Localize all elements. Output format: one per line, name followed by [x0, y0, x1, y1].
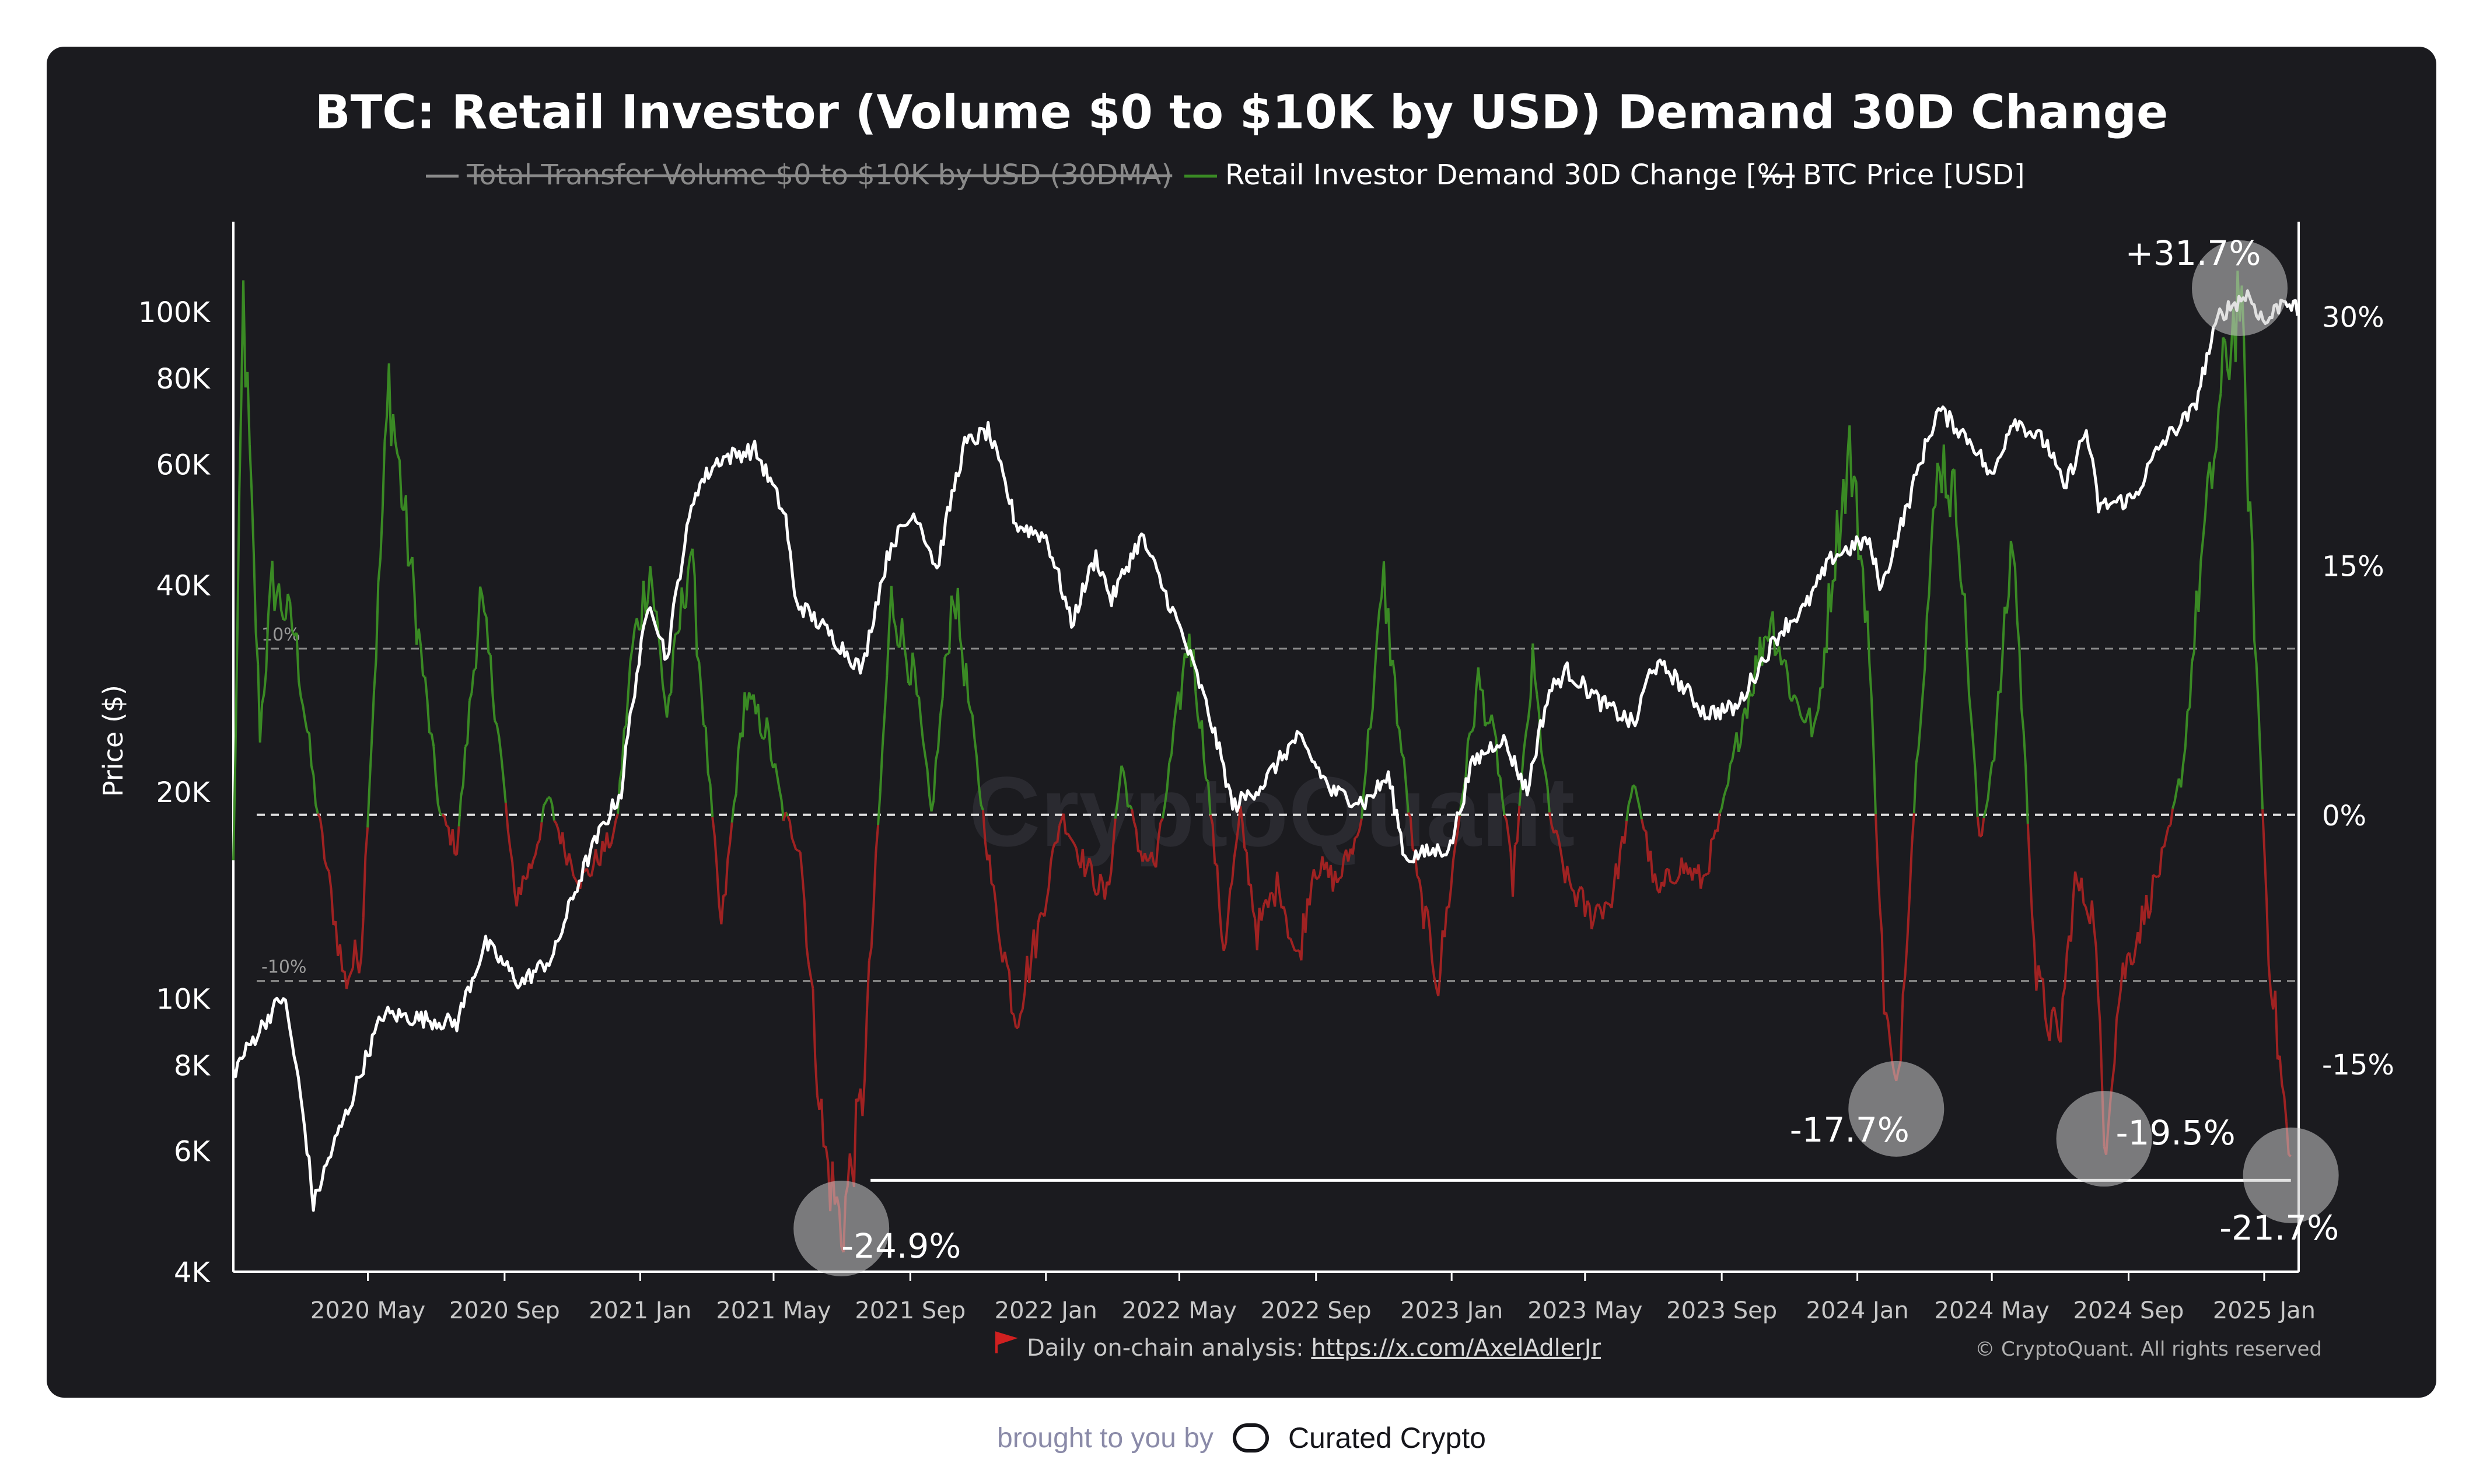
x-tick-label: 2023 Jan: [1400, 1297, 1503, 1324]
brand-name: Curated Crypto: [1288, 1422, 1486, 1454]
flag-icon: [995, 1331, 1018, 1353]
demand-line-negative: [317, 803, 2292, 1253]
legend-label-2: BTC Price [USD]: [1803, 159, 2025, 191]
legend-label-1: Retail Investor Demand 30D Change [%]: [1225, 159, 1795, 191]
x-tick-label: 2023 Sep: [1666, 1297, 1777, 1324]
right-tick-label: 30%: [2322, 301, 2384, 334]
x-tick-label: 2023 May: [1527, 1297, 1642, 1324]
x-tick-label: 2022 Jan: [995, 1297, 1097, 1324]
demand-line-positive: [232, 270, 2264, 860]
annotation-label: -24.9%: [841, 1226, 961, 1266]
svg-text:Daily on-chain analysis: https: Daily on-chain analysis: https://x.com/A…: [1027, 1335, 1601, 1362]
annotation-circle: [793, 1180, 890, 1276]
x-tick-label: 2022 May: [1122, 1297, 1237, 1324]
legend-item-0: Total Transfer Volume $0 to $10K by USD …: [426, 159, 1172, 191]
axes: 4K 6K 8K 10K 20K 40K 60K 80K 100K -15% 0% 15% 30% 202…: [97, 222, 2394, 1324]
x-tick-label: 2022 Sep: [1261, 1297, 1372, 1324]
left-tick-label: 10K: [156, 983, 211, 1016]
chart-title: BTC: Retail Investor (Volume $0 to $10K …: [315, 85, 2169, 139]
x-tick-label: 2025 Jan: [2213, 1297, 2316, 1324]
left-tick-label: 60K: [156, 449, 211, 481]
left-tick-label: 8K: [174, 1050, 211, 1083]
annotation-circle: [2243, 1127, 2339, 1223]
right-tick-label: 0%: [2322, 800, 2366, 832]
source-link[interactable]: https://x.com/AxelAdlerJr: [1311, 1335, 1601, 1362]
copyright: © CryptoQuant. All rights reserved: [1975, 1338, 2322, 1361]
x-tick-label: 2020 Sep: [449, 1297, 560, 1324]
watermark: CryptoQuant: [969, 757, 1575, 867]
annotation-circle: [2056, 1091, 2152, 1187]
annotation-label: +31.7%: [2125, 233, 2261, 273]
footer: brought to you by Curated Crypto: [0, 1412, 2483, 1464]
curated-crypto-logo-icon: [1232, 1423, 1269, 1452]
left-tick-label: 4K: [174, 1256, 211, 1289]
x-tick-label: 2021 Sep: [855, 1297, 966, 1324]
x-tick-label: 2024 Jan: [1806, 1297, 1909, 1324]
right-tick-label: -15%: [2322, 1049, 2394, 1082]
annotation-label: -19.5%: [2116, 1113, 2236, 1153]
chart-svg: CryptoQuant BTC: Retail Investor (Volume…: [97, 85, 2394, 1362]
x-tick-label: 2020 May: [310, 1297, 425, 1324]
reference-label-1: -10%: [261, 957, 307, 978]
y-axis-title: Price ($): [97, 685, 129, 797]
legend-label-0: Total Transfer Volume $0 to $10K by USD …: [466, 159, 1172, 191]
right-tick-label: 15%: [2322, 551, 2384, 583]
annotation-label: -21.7%: [2219, 1208, 2339, 1248]
x-tick-label: 2024 May: [1935, 1297, 2050, 1324]
annotation-label: -17.7%: [1790, 1110, 1910, 1150]
reference-lines: 10%-10%: [257, 625, 2296, 982]
left-tick-label: 100K: [138, 296, 211, 329]
annotations: +31.7% -24.9% -17.7% -19.5% -21.7%: [793, 233, 2339, 1276]
chart-card: CryptoQuant BTC: Retail Investor (Volume…: [47, 47, 2436, 1398]
x-tick-label: 2021 May: [716, 1297, 831, 1324]
brought-by-text: brought to you by: [997, 1422, 1213, 1454]
left-tick-label: 20K: [156, 776, 211, 809]
annotation-circle: [1848, 1060, 1945, 1157]
legend: Total Transfer Volume $0 to $10K by USD …: [426, 159, 2025, 191]
price-line: [232, 289, 2299, 1212]
annotation-circle: [2192, 240, 2288, 336]
x-tick-label: 2021 Jan: [589, 1297, 691, 1324]
price-series: [232, 289, 2299, 1212]
legend-item-1: Retail Investor Demand 30D Change [%]: [1184, 159, 1795, 191]
source-note: Daily on-chain analysis:: [1027, 1335, 1311, 1362]
legend-item-2: BTC Price [USD]: [1762, 159, 2025, 191]
left-tick-label: 80K: [156, 363, 211, 396]
x-tick-label: 2024 Sep: [2073, 1297, 2184, 1324]
left-tick-label: 6K: [174, 1136, 211, 1168]
source-note-group: Daily on-chain analysis: https://x.com/A…: [995, 1331, 1601, 1362]
left-tick-label: 40K: [156, 570, 211, 603]
